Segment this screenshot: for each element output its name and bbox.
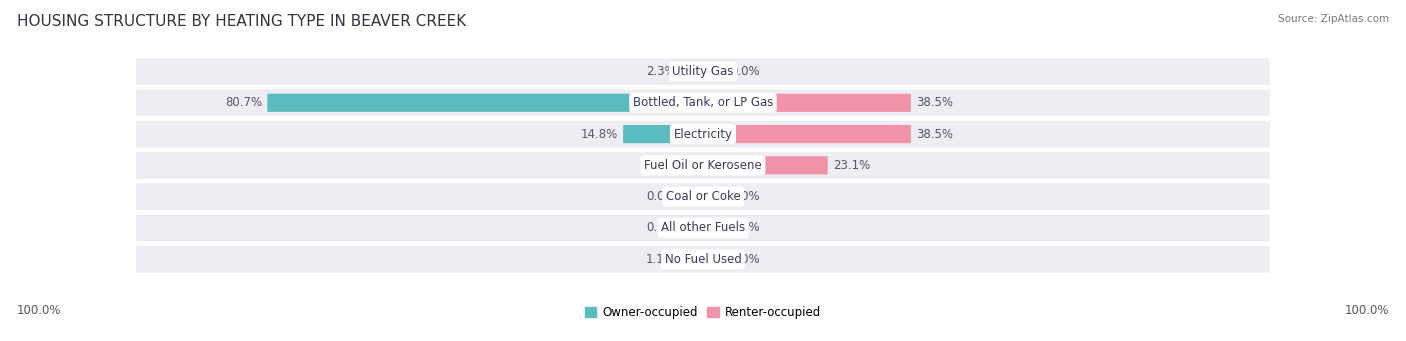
FancyBboxPatch shape [623, 125, 703, 143]
FancyBboxPatch shape [703, 62, 724, 80]
FancyBboxPatch shape [136, 246, 1270, 272]
FancyBboxPatch shape [703, 156, 828, 175]
Text: No Fuel Used: No Fuel Used [665, 253, 741, 266]
Text: 2.3%: 2.3% [647, 65, 676, 78]
FancyBboxPatch shape [703, 188, 724, 206]
FancyBboxPatch shape [136, 89, 1270, 116]
Text: 0.0%: 0.0% [730, 222, 759, 235]
Text: 100.0%: 100.0% [1344, 304, 1389, 317]
FancyBboxPatch shape [682, 156, 703, 175]
FancyBboxPatch shape [136, 215, 1270, 241]
Text: 0.0%: 0.0% [730, 253, 759, 266]
Text: 0.0%: 0.0% [730, 65, 759, 78]
Text: 1.1%: 1.1% [647, 253, 676, 266]
FancyBboxPatch shape [703, 94, 911, 112]
Text: Coal or Coke: Coal or Coke [665, 190, 741, 203]
FancyBboxPatch shape [682, 62, 703, 80]
Text: Source: ZipAtlas.com: Source: ZipAtlas.com [1278, 14, 1389, 24]
Text: Fuel Oil or Kerosene: Fuel Oil or Kerosene [644, 159, 762, 172]
Text: Utility Gas: Utility Gas [672, 65, 734, 78]
Text: 0.0%: 0.0% [730, 190, 759, 203]
Text: 0.0%: 0.0% [647, 222, 676, 235]
FancyBboxPatch shape [703, 219, 724, 237]
FancyBboxPatch shape [703, 125, 911, 143]
Text: 38.5%: 38.5% [917, 96, 953, 109]
FancyBboxPatch shape [703, 250, 724, 268]
FancyBboxPatch shape [136, 183, 1270, 210]
Text: 100.0%: 100.0% [17, 304, 62, 317]
Legend: Owner-occupied, Renter-occupied: Owner-occupied, Renter-occupied [579, 301, 827, 324]
FancyBboxPatch shape [267, 94, 703, 112]
Text: HOUSING STRUCTURE BY HEATING TYPE IN BEAVER CREEK: HOUSING STRUCTURE BY HEATING TYPE IN BEA… [17, 14, 467, 29]
Text: 1.1%: 1.1% [647, 159, 676, 172]
FancyBboxPatch shape [136, 121, 1270, 147]
Text: Bottled, Tank, or LP Gas: Bottled, Tank, or LP Gas [633, 96, 773, 109]
Text: All other Fuels: All other Fuels [661, 222, 745, 235]
FancyBboxPatch shape [682, 188, 703, 206]
Text: Electricity: Electricity [673, 128, 733, 140]
FancyBboxPatch shape [682, 250, 703, 268]
FancyBboxPatch shape [682, 219, 703, 237]
Text: 38.5%: 38.5% [917, 128, 953, 140]
FancyBboxPatch shape [136, 152, 1270, 179]
Text: 14.8%: 14.8% [581, 128, 617, 140]
Text: 80.7%: 80.7% [225, 96, 262, 109]
Text: 0.0%: 0.0% [647, 190, 676, 203]
FancyBboxPatch shape [136, 58, 1270, 85]
Text: 23.1%: 23.1% [834, 159, 870, 172]
